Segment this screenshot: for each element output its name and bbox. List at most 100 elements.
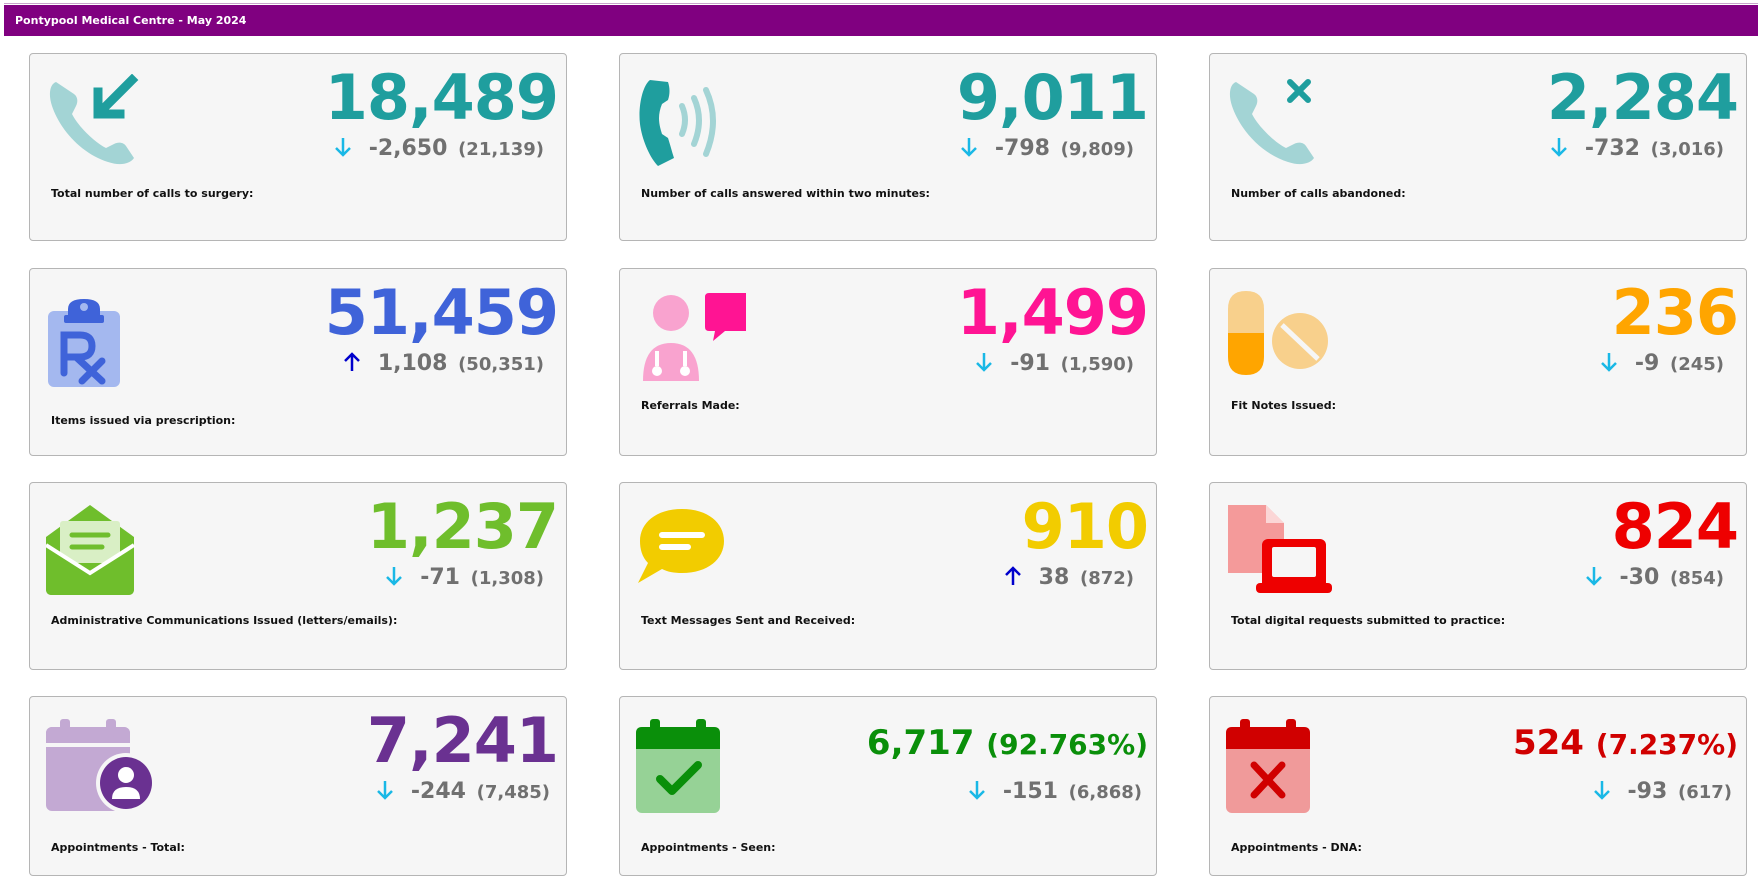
prescriptions-value: 51,459: [324, 276, 559, 349]
previous-value: (617): [1677, 782, 1732, 803]
delta-value: 1,108: [377, 351, 448, 376]
calls-answered-card[interactable]: 9,011 -798 (9,809) Number of calls answe…: [619, 53, 1157, 241]
laptop-document-icon: [1228, 505, 1332, 593]
calls-total-card[interactable]: 18,489 -2,650 (21,139) Total number of c…: [29, 53, 567, 241]
admin-comms-label: Administrative Communications Issued (le…: [51, 614, 398, 627]
delta-value: -732: [1584, 136, 1640, 161]
admin-comms-card[interactable]: 1,237 -71 (1,308) Administrative Communi…: [29, 482, 567, 670]
dna-percent: (7.237%): [1595, 728, 1738, 761]
text-messages-card[interactable]: 910 38 (872) Text Messages Sent and Rece…: [619, 482, 1157, 670]
referrals-change: -91 (1,590): [974, 349, 1134, 380]
appointments-seen-value: 6,717 (92.763%): [867, 715, 1148, 773]
trend-up-icon: [1004, 566, 1021, 585]
page-title: Pontypool Medical Centre - May 2024: [15, 14, 247, 27]
trend-up-icon: [343, 352, 360, 371]
seen-percent: (92.763%): [986, 728, 1148, 761]
calls-answered-label: Number of calls answered within two minu…: [641, 187, 930, 200]
open-envelope-icon: [46, 505, 136, 595]
appointments-seen-card[interactable]: 6,717 (92.763%) -151 (6,868) Appointment…: [619, 696, 1157, 876]
appointments-total-value: 7,241: [366, 704, 559, 777]
previous-value: (21,139): [458, 139, 544, 160]
digital-requests-value: 824: [1611, 490, 1739, 563]
fit-notes-card[interactable]: 236 -9 (245) Fit Notes Issued:: [1209, 268, 1747, 456]
doctor-chat-icon: [643, 293, 746, 381]
text-messages-label: Text Messages Sent and Received:: [641, 614, 856, 627]
seen-count: 6,717: [866, 723, 975, 763]
fit-notes-value: 236: [1611, 276, 1739, 349]
appointments-total-label: Appointments - Total:: [51, 841, 185, 854]
admin-comms-change: -71 (1,308): [384, 563, 544, 594]
phone-ringing-icon: [639, 80, 716, 166]
trend-down-icon: [968, 781, 985, 800]
prescriptions-change: 1,108 (50,351): [342, 349, 544, 380]
digital-requests-card[interactable]: 824 -30 (854) Total digital requests sub…: [1209, 482, 1747, 670]
page-header: Pontypool Medical Centre - May 2024: [4, 5, 1758, 36]
trend-down-icon: [334, 138, 351, 157]
delta-value: -9: [1634, 351, 1660, 376]
speech-bubble-icon: [638, 509, 724, 583]
fit-notes-label: Fit Notes Issued:: [1231, 399, 1336, 412]
calls-abandoned-label: Number of calls abandoned:: [1231, 187, 1406, 200]
trend-down-icon: [1550, 138, 1567, 157]
previous-value: (1,308): [470, 568, 544, 589]
admin-comms-value: 1,237: [366, 490, 559, 563]
digital-requests-label: Total digital requests submitted to prac…: [1231, 614, 1506, 627]
pills-icon: [1228, 291, 1328, 375]
prescriptions-card[interactable]: 51,459 1,108 (50,351) Items issued via p…: [29, 268, 567, 456]
delta-value: -244: [410, 779, 466, 804]
delta-value: 38: [1038, 565, 1070, 590]
delta-value: -2,650: [368, 136, 448, 161]
dna-count: 524: [1512, 723, 1584, 763]
calls-answered-change: -798 (9,809): [959, 134, 1134, 165]
previous-value: (7,485): [476, 782, 550, 803]
appointments-dna-label: Appointments - DNA:: [1231, 841, 1362, 854]
appointments-total-card[interactable]: 7,241 -244 (7,485) Appointments - Total:: [29, 696, 567, 876]
calls-answered-value: 9,011: [956, 61, 1149, 134]
trend-down-icon: [960, 138, 977, 157]
previous-value: (872): [1079, 568, 1134, 589]
calendar-cross-icon: [1226, 719, 1310, 813]
delta-value: -71: [420, 565, 460, 590]
calls-total-value: 18,489: [324, 61, 559, 134]
delta-value: -91: [1010, 351, 1050, 376]
fit-notes-change: -9 (245): [1599, 349, 1724, 380]
trend-down-icon: [1600, 353, 1617, 372]
text-messages-value: 910: [1021, 490, 1149, 563]
previous-value: (245): [1669, 354, 1724, 375]
missed-call-icon: [1229, 79, 1314, 165]
digital-requests-change: -30 (854): [1584, 563, 1724, 594]
calls-abandoned-card[interactable]: 2,284 -732 (3,016) Number of calls aband…: [1209, 53, 1747, 241]
previous-value: (1,590): [1060, 354, 1134, 375]
delta-value: -151: [1002, 779, 1058, 804]
referrals-value: 1,499: [956, 276, 1149, 349]
calls-abandoned-change: -732 (3,016): [1549, 134, 1724, 165]
top-border: [4, 0, 1758, 4]
delta-value: -93: [1627, 779, 1668, 804]
trend-down-icon: [1585, 567, 1602, 586]
trend-down-icon: [386, 567, 403, 586]
calls-total-label: Total number of calls to surgery:: [51, 187, 254, 200]
previous-value: (854): [1669, 568, 1724, 589]
appointments-seen-label: Appointments - Seen:: [641, 841, 776, 854]
prescription-clipboard-icon: [48, 299, 120, 387]
trend-down-icon: [376, 781, 393, 800]
previous-value: (3,016): [1650, 139, 1724, 160]
appointments-dna-value: 524 (7.237%): [1513, 715, 1738, 773]
calls-abandoned-value: 2,284: [1546, 61, 1739, 134]
trend-down-icon: [1593, 781, 1610, 800]
referrals-card[interactable]: 1,499 -91 (1,590) Referrals Made:: [619, 268, 1157, 456]
calendar-user-icon: [46, 719, 156, 813]
text-messages-change: 38 (872): [1003, 563, 1134, 594]
previous-value: (50,351): [458, 354, 544, 375]
appointments-dna-card[interactable]: 524 (7.237%) -93 (617) Appointments - DN…: [1209, 696, 1747, 876]
calendar-check-icon: [636, 719, 720, 813]
trend-down-icon: [976, 353, 993, 372]
calls-total-change: -2,650 (21,139): [333, 134, 544, 165]
appointments-dna-change: -93 (617): [1592, 777, 1732, 808]
prescriptions-label: Items issued via prescription:: [51, 414, 236, 427]
previous-value: (9,809): [1060, 139, 1134, 160]
previous-value: (6,868): [1068, 782, 1142, 803]
appointments-seen-change: -151 (6,868): [967, 777, 1142, 808]
incoming-call-icon: [49, 74, 139, 165]
appointments-total-change: -244 (7,485): [375, 777, 550, 808]
